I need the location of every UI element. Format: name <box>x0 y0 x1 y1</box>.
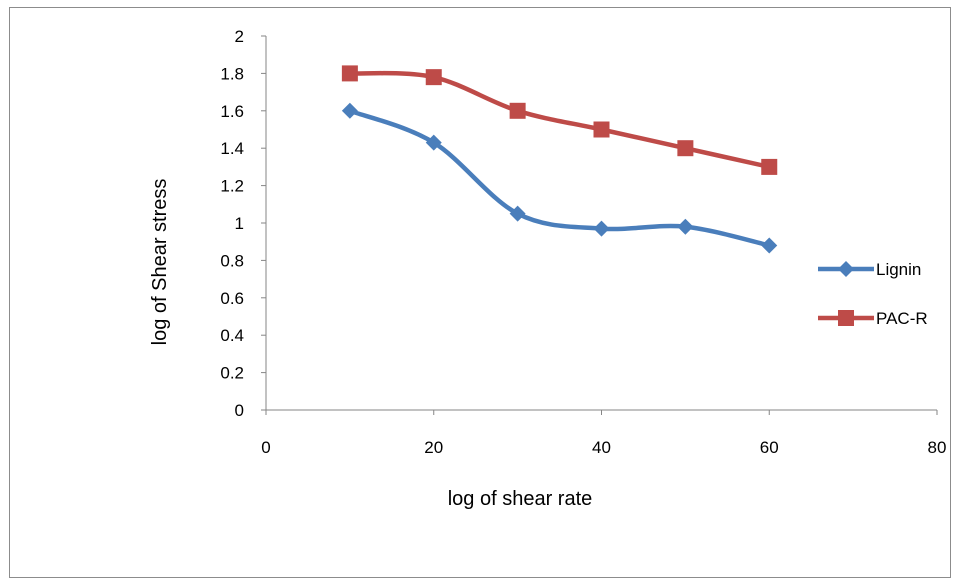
x-tick-label: 0 <box>261 438 270 457</box>
legend-swatch-marker <box>838 261 854 277</box>
series-line-lignin <box>347 108 772 248</box>
legend-item-lignin: Lignin <box>818 260 921 279</box>
x-tick-label: 60 <box>760 438 779 457</box>
data-point-lignin <box>761 237 778 254</box>
legend-label: PAC-R <box>876 309 928 328</box>
series-line-pac-r <box>347 70 772 170</box>
y-tick-label: 1.4 <box>220 139 244 158</box>
data-point-pac-r <box>593 121 610 138</box>
data-point-lignin <box>677 218 694 235</box>
data-point-pac-r <box>341 65 358 82</box>
y-tick-label: 2 <box>235 27 244 46</box>
legend-label: Lignin <box>876 260 921 279</box>
series-layer <box>341 65 778 254</box>
series-pac-r <box>341 65 778 175</box>
y-tick-label: 0.2 <box>220 364 244 383</box>
y-axis-ticks: 0 0.2 0.4 0.6 0.8 1 1.2 1.4 1.6 1.8 2 <box>220 27 266 420</box>
y-tick-label: 0.8 <box>220 251 244 270</box>
legend: Lignin PAC-R <box>818 260 928 328</box>
x-tick-label: 20 <box>424 438 443 457</box>
legend-swatch-marker <box>838 310 854 326</box>
y-tick-label: 1 <box>235 214 244 233</box>
data-point-lignin <box>593 220 610 237</box>
y-tick-label: 1.2 <box>220 177 244 196</box>
data-point-lignin <box>425 134 442 151</box>
data-point-pac-r <box>677 140 694 157</box>
chart-border <box>9 7 951 578</box>
x-axis-title: log of shear rate <box>448 488 593 510</box>
x-axis-ticks: 0 20 40 60 80 <box>261 410 946 457</box>
data-point-pac-r <box>509 102 526 119</box>
y-tick-label: 1.6 <box>220 102 244 121</box>
x-tick-label: 80 <box>928 438 947 457</box>
y-tick-label: 0.6 <box>220 289 244 308</box>
data-point-pac-r <box>425 69 442 86</box>
y-tick-label: 1.8 <box>220 64 244 83</box>
y-tick-label: 0 <box>235 401 244 420</box>
data-point-lignin <box>341 102 358 119</box>
y-axis-title: log of Shear stress <box>149 179 171 346</box>
x-tick-label: 40 <box>592 438 611 457</box>
data-point-lignin <box>509 205 526 222</box>
legend-item-pac-r: PAC-R <box>818 309 928 328</box>
y-tick-label: 0.4 <box>220 326 244 345</box>
data-point-pac-r <box>761 158 778 175</box>
series-lignin <box>341 102 778 254</box>
